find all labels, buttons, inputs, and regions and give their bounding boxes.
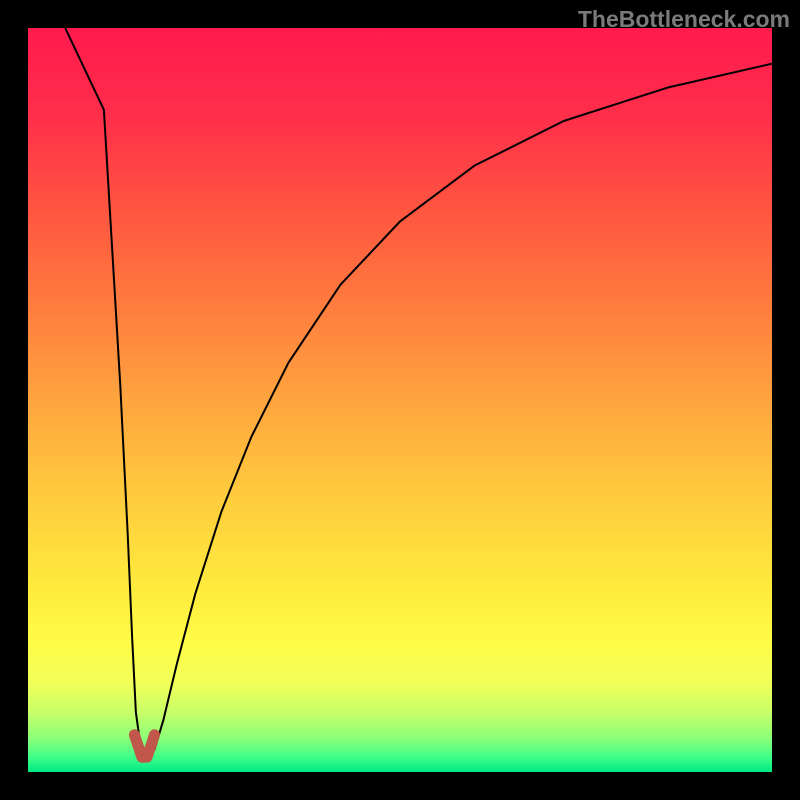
watermark-text: TheBottleneck.com (578, 6, 790, 33)
plot-area (28, 28, 772, 772)
chart-container: TheBottleneck.com (0, 0, 800, 800)
plot-svg (28, 28, 772, 772)
gradient-background (28, 28, 772, 772)
